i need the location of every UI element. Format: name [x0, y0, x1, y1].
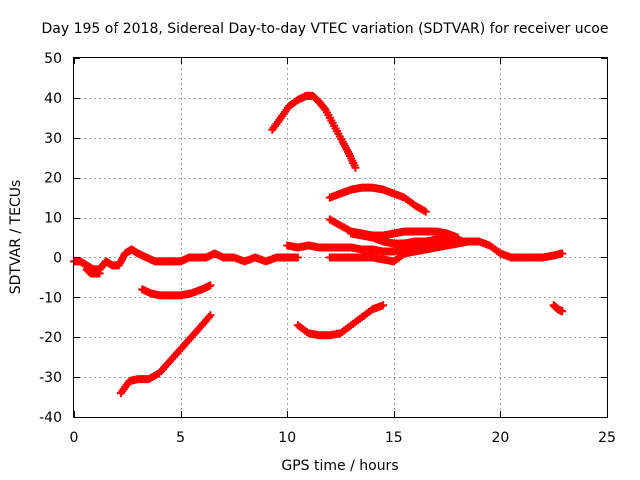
data-point — [558, 307, 567, 316]
x-tick-label: 0 — [70, 430, 79, 446]
series-track-f — [293, 301, 388, 340]
y-tick-label: 0 — [53, 250, 62, 266]
data-point — [421, 207, 430, 216]
series-track-c — [138, 281, 215, 300]
x-axis-label: GPS time / hours — [281, 458, 398, 474]
axis-ticks: 0 5 10 15 20 25 -40 -30 -20 -10 0 10 20 30 40 50 — [39, 51, 616, 446]
data-point — [558, 249, 567, 258]
y-tick-label: 50 — [44, 51, 62, 67]
series-track-g — [325, 183, 430, 216]
series-track-e — [268, 91, 360, 172]
y-axis-label: SDTVAR / TECUs — [8, 180, 24, 295]
data-point — [205, 312, 214, 321]
data-point — [206, 281, 215, 290]
x-tick-label: 5 — [176, 430, 185, 446]
data-point — [453, 235, 462, 244]
series-track-d — [116, 311, 215, 398]
series-track-k — [347, 229, 462, 248]
data-point — [206, 311, 215, 320]
y-tick-label: 20 — [44, 171, 62, 187]
y-tick-label: 10 — [44, 211, 62, 227]
y-tick-label: 30 — [44, 131, 62, 147]
data-point — [95, 269, 104, 278]
y-tick-label: -30 — [39, 370, 62, 386]
y-tick-label: 40 — [44, 91, 62, 107]
series-track-l — [549, 301, 567, 316]
chart-title: Day 195 of 2018, Sidereal Day-to-day VTE… — [42, 21, 609, 37]
data-point — [464, 237, 473, 246]
y-tick-label: -10 — [39, 290, 62, 306]
plot-frame — [73, 57, 608, 418]
data-point — [379, 301, 388, 310]
series-track-b — [82, 265, 104, 278]
y-tick-label: -20 — [39, 330, 62, 346]
data-point — [293, 253, 302, 262]
series-track-a — [70, 245, 302, 274]
x-tick-label: 15 — [385, 430, 403, 446]
data-series — [70, 91, 567, 398]
data-point — [351, 163, 360, 172]
y-tick-label: -40 — [39, 410, 62, 426]
x-tick-label: 25 — [598, 430, 616, 446]
x-tick-label: 20 — [491, 430, 509, 446]
x-tick-label: 10 — [278, 430, 296, 446]
